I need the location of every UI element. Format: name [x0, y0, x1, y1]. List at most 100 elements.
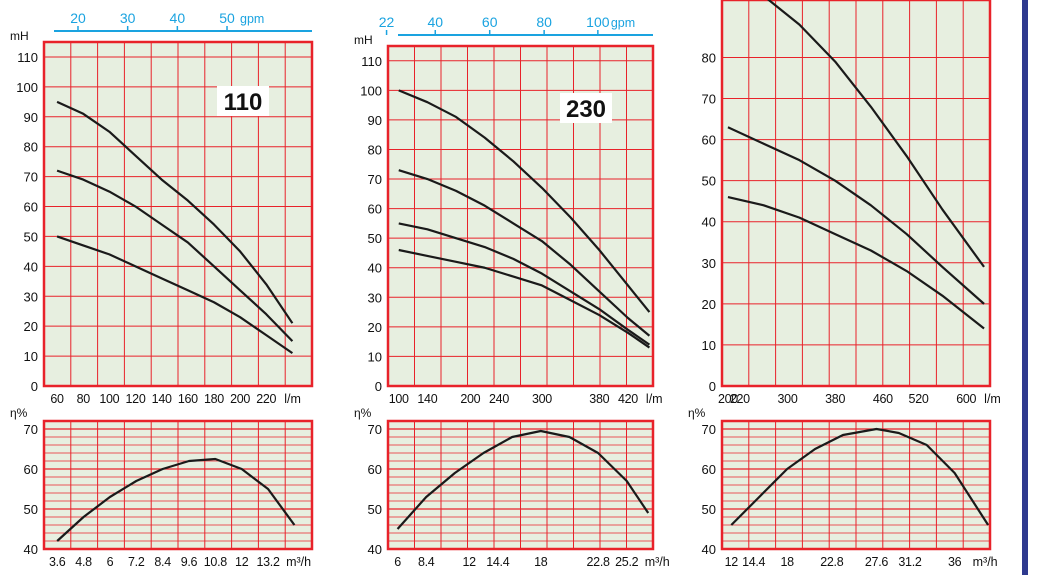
chart-6: 40 50 60 70 12 14.4 18 22.8 27.6 31.2 36 m³/h η% — [688, 406, 998, 569]
x-tick-label: 13.2 — [256, 555, 279, 569]
x-tick-label: 36 — [948, 555, 962, 569]
y-tick-label: 0 — [709, 379, 716, 394]
y-tick-label: 30 — [368, 290, 382, 305]
gpm-tick-label: 30 — [120, 10, 136, 26]
x-tick-label: 25.2 — [615, 555, 638, 569]
y-tick-label: 0 — [375, 379, 382, 394]
y-tick-label: 80 — [368, 142, 382, 157]
y-tick-label: 70 — [24, 422, 38, 437]
y-tick-label: 60 — [702, 133, 716, 148]
gpm-tick-label: 20 — [70, 10, 86, 26]
x-tick-label: 8.4 — [154, 555, 171, 569]
y-tick-label: 50 — [24, 229, 38, 244]
x-tick-label: 200 — [230, 392, 250, 406]
x-tick-label: 31.2 — [898, 555, 921, 569]
x-tick-label: 180 — [204, 392, 224, 406]
right-edge-bar — [1022, 0, 1028, 575]
x-tick-label: 520 — [909, 392, 929, 406]
y-tick-label: 110 — [361, 54, 382, 69]
x-tick-label: 420 — [618, 392, 638, 406]
y-tick-label: 60 — [368, 202, 382, 217]
x-tick-label: 200 — [460, 392, 480, 406]
x-unit-label: l/m — [284, 392, 301, 406]
x-tick-label: 600 — [956, 392, 976, 406]
y-tick-label: 10 — [368, 349, 382, 364]
y-tick-label: 60 — [368, 462, 382, 477]
chart-3: 01020304050607080200220 300 380 460 520 600 l/… — [702, 0, 1001, 406]
x-tick-label: 10.8 — [204, 555, 227, 569]
y-tick-label: 20 — [702, 297, 716, 312]
y-tick-label: 40 — [368, 261, 382, 276]
x-tick-label: 60 — [50, 392, 64, 406]
gpm-unit-label: gpm — [240, 12, 264, 26]
gpm-tick-label: 60 — [482, 14, 498, 30]
y-tick-label: 10 — [24, 349, 38, 364]
y-axis-label: η% — [10, 406, 28, 420]
x-unit-label: m³/h — [645, 555, 670, 569]
x-tick-label: 380 — [825, 392, 845, 406]
x-tick-label: 220 — [730, 392, 750, 406]
y-tick-label: 100 — [16, 80, 38, 95]
y-tick-label: 80 — [702, 50, 716, 65]
x-tick-label: 18 — [780, 555, 794, 569]
y-tick-label: 50 — [702, 502, 716, 517]
y-tick-label: 70 — [368, 422, 382, 437]
x-tick-label: 22.8 — [587, 555, 610, 569]
y-tick-label: 10 — [702, 338, 716, 353]
y-tick-label: 50 — [368, 502, 382, 517]
y-tick-label: 70 — [702, 92, 716, 107]
y-axis-label: η% — [354, 406, 372, 420]
y-tick-label: 0 — [31, 379, 38, 394]
x-tick-label: 14.4 — [742, 555, 765, 569]
y-tick-label: 80 — [24, 140, 38, 155]
gpm-tick-label: 22 — [379, 14, 395, 30]
gpm-tick-label: 40 — [427, 14, 443, 30]
x-tick-label: 12 — [725, 555, 739, 569]
chart-1: 0 10 20 30 40 50 60 70 80 90 100 110 60 80 100 120 140 16… — [10, 10, 312, 406]
x-tick-label: 100 — [389, 392, 409, 406]
y-tick-label: 90 — [24, 110, 38, 125]
x-unit-label: m³/h — [286, 555, 311, 569]
y-tick-label: 110 — [17, 50, 38, 65]
gpm-unit-label: gpm — [611, 16, 635, 30]
x-tick-label: 7.2 — [128, 555, 145, 569]
y-axis-label: mH — [354, 33, 373, 47]
badge-text: 230 — [566, 96, 606, 123]
x-tick-label: 300 — [532, 392, 552, 406]
gpm-tick-label: 100 — [586, 14, 610, 30]
y-tick-label: 40 — [702, 215, 716, 230]
y-tick-label: 40 — [24, 542, 38, 557]
y-tick-label: 40 — [368, 542, 382, 557]
x-tick-label: 6 — [394, 555, 401, 569]
x-tick-label: 3.6 — [49, 555, 66, 569]
x-tick-label: 6 — [107, 555, 114, 569]
x-tick-label: 240 — [489, 392, 509, 406]
chart-2: 0102030405060708090100110100 140 200 240 300… — [354, 14, 663, 406]
x-tick-label: 460 — [873, 392, 893, 406]
y-tick-label: 50 — [702, 174, 716, 189]
y-tick-label: 30 — [24, 289, 38, 304]
x-tick-label: 14.4 — [486, 555, 509, 569]
x-tick-label: 160 — [178, 392, 198, 406]
x-unit-label: l/m — [646, 392, 663, 406]
y-tick-label: 60 — [24, 200, 38, 215]
y-tick-label: 40 — [702, 542, 716, 557]
x-tick-label: 12 — [235, 555, 249, 569]
x-tick-label: 220 — [256, 392, 276, 406]
y-tick-label: 40 — [24, 259, 38, 274]
x-tick-label: 12 — [463, 555, 477, 569]
y-tick-label: 50 — [368, 231, 382, 246]
x-tick-label: 22.8 — [820, 555, 843, 569]
x-tick-label: 8.4 — [418, 555, 435, 569]
y-tick-label: 70 — [368, 172, 382, 187]
x-tick-label: 380 — [589, 392, 609, 406]
y-tick-label: 20 — [24, 319, 38, 334]
x-tick-label: 9.6 — [181, 555, 198, 569]
x-tick-label: 300 — [778, 392, 798, 406]
y-tick-label: 60 — [702, 462, 716, 477]
x-tick-label: 120 — [126, 392, 146, 406]
y-tick-label: 70 — [702, 422, 716, 437]
x-tick-label: 80 — [77, 392, 91, 406]
